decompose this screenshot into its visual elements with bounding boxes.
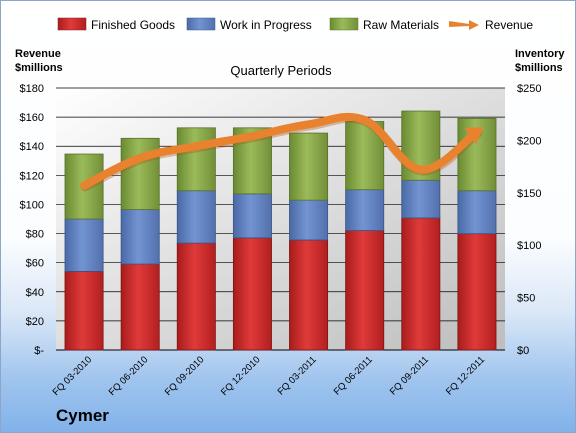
right-tick-label: $150 — [517, 188, 541, 200]
x-tick-label: FQ 06-2010 — [107, 354, 151, 398]
bar-finished-goods — [289, 239, 329, 351]
bar-work-in-progress — [401, 179, 441, 219]
right-axis-title-line2: $millions — [515, 62, 563, 74]
left-tick-label: $- — [34, 345, 44, 357]
legend-swatch-revenue — [449, 20, 479, 30]
chart-title: Quarterly Periods — [230, 63, 332, 78]
bar-finished-goods — [120, 263, 160, 351]
x-axis-ticks: FQ 03-2010 FQ 06-2010 FQ 09-2010 FQ 12-2010… — [51, 354, 488, 398]
x-tick-label: FQ 12-2011 — [444, 354, 487, 397]
x-tick-label: FQ 09-2010 — [163, 354, 207, 398]
revenue-line — [80, 112, 484, 192]
legend-swatch-finished-goods — [57, 17, 87, 31]
bar-work-in-progress — [64, 218, 104, 272]
right-tick-label: $200 — [517, 135, 541, 147]
left-axis-title-line2: $millions — [15, 62, 63, 74]
legend-swatch-raw — [329, 17, 359, 31]
bar-finished-goods — [64, 270, 104, 351]
bar-work-in-progress — [176, 190, 216, 244]
left-tick-label: $100 — [20, 199, 44, 211]
x-tick-label: FQ 03-2010 — [51, 354, 95, 398]
bar-finished-goods — [457, 233, 497, 351]
right-tick-label: $50 — [517, 293, 535, 305]
left-tick-label: $40 — [26, 287, 44, 299]
bar-work-in-progress — [457, 190, 497, 235]
revenue-arrow-head — [464, 127, 484, 145]
right-tick-label: $0 — [517, 345, 529, 357]
left-tick-label: $20 — [26, 316, 44, 328]
company-name: Cymer — [56, 406, 109, 425]
left-tick-label: $140 — [20, 141, 44, 153]
right-axis-title-line1: Inventory — [515, 48, 565, 60]
revenue-line-path — [80, 112, 481, 190]
bar-work-in-progress — [232, 193, 272, 239]
right-tick-label: $250 — [517, 83, 541, 95]
bar-raw-materials — [176, 127, 216, 192]
legend-label-wip: Work in Progress — [220, 18, 312, 32]
x-tick-label: FQ 03-2011 — [276, 354, 319, 397]
legend-label-finished-goods: Finished Goods — [91, 18, 175, 32]
legend-label-raw: Raw Materials — [363, 18, 439, 32]
bar-work-in-progress — [289, 199, 329, 241]
right-axis-ticks: $0 $50 $100 $150 $200 $250 — [517, 83, 541, 357]
x-tick-label: FQ 09-2011 — [388, 354, 431, 397]
right-tick-label: $100 — [517, 240, 541, 252]
left-tick-label: $80 — [26, 229, 44, 241]
bar-finished-goods — [345, 230, 385, 351]
bar-work-in-progress — [345, 189, 385, 231]
left-axis-ticks: $- $20 $40 $60 $80 $100 $120 $140 $160 $180 — [20, 83, 45, 357]
left-tick-label: $60 — [26, 258, 44, 270]
bar-finished-goods — [232, 237, 272, 351]
left-tick-label: $120 — [20, 170, 44, 182]
bar-work-in-progress — [120, 209, 160, 265]
bar-raw-materials — [289, 132, 329, 201]
x-tick-label: FQ 06-2011 — [332, 354, 375, 397]
left-axis-title-line1: Revenue — [15, 48, 61, 60]
bar-finished-goods — [176, 242, 216, 351]
bar-finished-goods — [401, 217, 441, 351]
x-tick-label: FQ 12-2010 — [219, 354, 263, 398]
legend-swatch-wip — [186, 17, 216, 31]
left-tick-label: $160 — [20, 112, 44, 124]
bar-raw-materials — [120, 137, 160, 210]
left-tick-label: $180 — [20, 83, 44, 95]
legend: Finished Goods Work in Progress Raw Mate… — [57, 17, 533, 32]
legend-label-revenue: Revenue — [485, 18, 533, 32]
